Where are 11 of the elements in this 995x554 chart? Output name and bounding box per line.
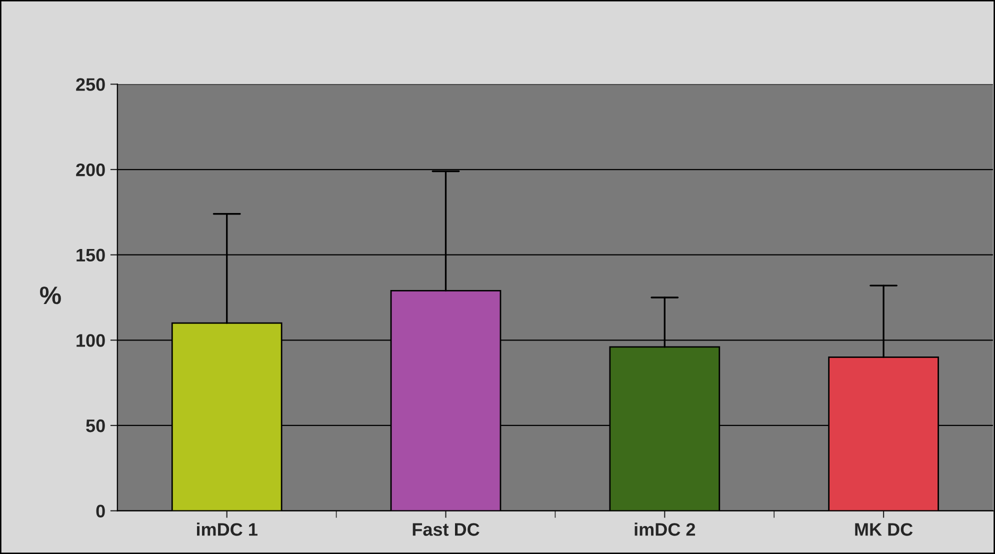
y-axis-title: %: [40, 286, 61, 304]
y-tick-label: 100: [76, 334, 105, 347]
y-tick-label: 50: [86, 419, 105, 432]
x-tick-label: imDC 1: [197, 522, 258, 536]
x-tick-label: imDC 2: [634, 522, 696, 536]
y-tick-label: 250: [76, 78, 105, 91]
y-tick-label: 0: [96, 504, 105, 518]
x-tick-label: Fast DC: [412, 523, 480, 536]
y-tick-label: 200: [76, 163, 105, 176]
y-tick-label: 150: [76, 248, 105, 262]
x-tick-label: MK DC: [855, 523, 913, 536]
